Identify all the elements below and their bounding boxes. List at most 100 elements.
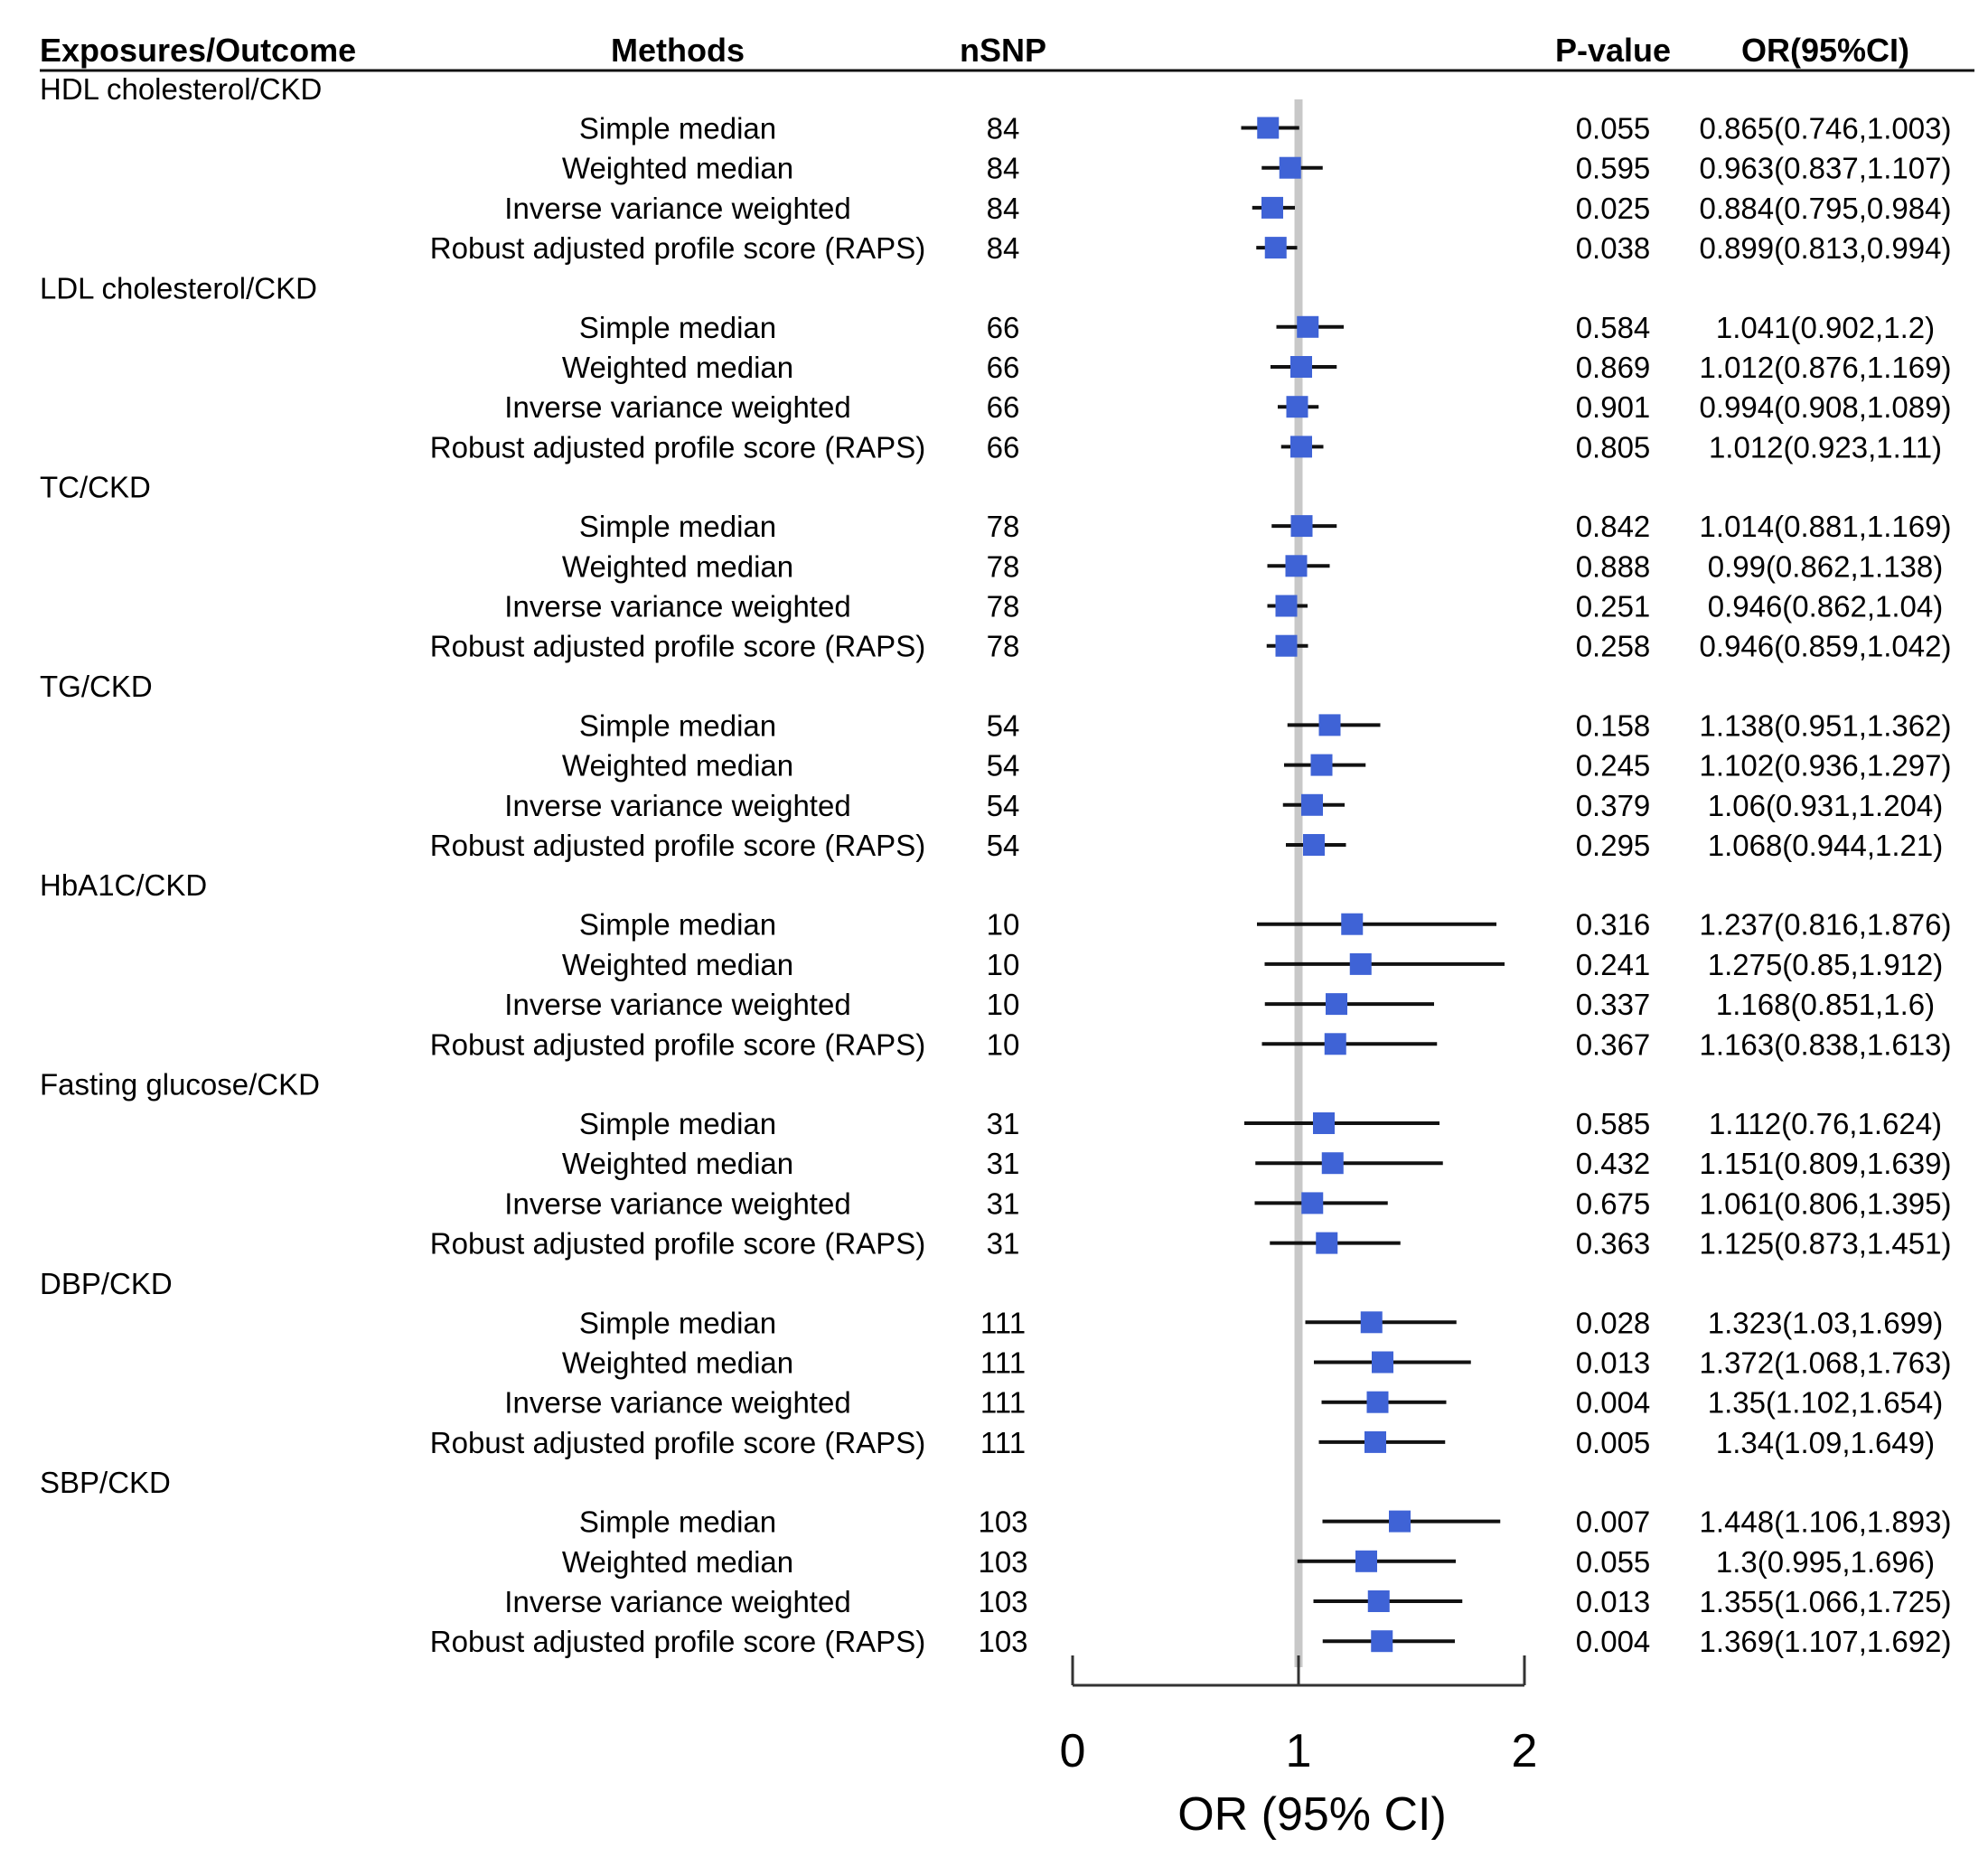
method-label: Inverse variance weighted bbox=[504, 1186, 850, 1220]
or-point bbox=[1261, 196, 1283, 219]
method-label: Inverse variance weighted bbox=[504, 590, 850, 624]
or-ci-text: 1.012(0.923,1.11) bbox=[1709, 430, 1942, 464]
or-point bbox=[1366, 1391, 1389, 1413]
or-ci-text: 1.168(0.851,1.6) bbox=[1716, 988, 1935, 1021]
or-ci-text: 0.865(0.746,1.003) bbox=[1700, 112, 1952, 145]
p-value: 0.584 bbox=[1576, 311, 1651, 344]
header-exposure: Exposures/Outcome bbox=[40, 32, 356, 69]
or-ci-text: 1.061(0.806,1.395) bbox=[1700, 1186, 1952, 1220]
or-point bbox=[1290, 356, 1312, 378]
method-label: Robust adjusted profile score (RAPS) bbox=[430, 430, 925, 464]
or-ci-text: 1.369(1.107,1.692) bbox=[1700, 1625, 1952, 1658]
p-value: 0.363 bbox=[1576, 1227, 1651, 1261]
or-ci-text: 1.448(1.106,1.893) bbox=[1700, 1505, 1952, 1539]
nsnp-value: 54 bbox=[987, 829, 1020, 862]
p-value: 0.005 bbox=[1576, 1426, 1651, 1459]
method-label: Weighted median bbox=[562, 351, 793, 384]
or-ci-text: 0.946(0.859,1.042) bbox=[1700, 630, 1952, 663]
or-ci-text: 1.355(1.066,1.725) bbox=[1700, 1585, 1952, 1618]
method-label: Inverse variance weighted bbox=[504, 988, 850, 1021]
or-ci-text: 1.163(0.838,1.613) bbox=[1700, 1027, 1952, 1061]
group-block: Fasting glucose/CKD Simple median 31 0.585 1… bbox=[40, 1068, 1951, 1261]
or-point bbox=[1341, 913, 1364, 935]
p-value: 0.585 bbox=[1576, 1107, 1651, 1140]
nsnp-value: 111 bbox=[980, 1386, 1026, 1420]
nsnp-value: 10 bbox=[987, 908, 1020, 942]
method-label: Robust adjusted profile score (RAPS) bbox=[430, 231, 925, 265]
nsnp-value: 84 bbox=[987, 192, 1020, 225]
or-ci-text: 1.151(0.809,1.639) bbox=[1700, 1147, 1952, 1180]
method-label: Inverse variance weighted bbox=[504, 1585, 850, 1618]
group-label: HbA1C/CKD bbox=[40, 868, 207, 902]
nsnp-value: 103 bbox=[978, 1625, 1027, 1658]
or-ci-text: 1.34(1.09,1.649) bbox=[1716, 1426, 1935, 1459]
nsnp-value: 66 bbox=[987, 311, 1020, 344]
x-tick-label-0: 0 bbox=[1060, 1725, 1086, 1777]
p-value: 0.805 bbox=[1576, 430, 1651, 464]
nsnp-value: 31 bbox=[987, 1186, 1020, 1220]
or-point bbox=[1355, 1550, 1377, 1572]
method-label: Robust adjusted profile score (RAPS) bbox=[430, 1625, 925, 1658]
or-point bbox=[1372, 1351, 1393, 1374]
group-block: DBP/CKD Simple median 111 0.028 1.323(1.03,1… bbox=[40, 1267, 1951, 1459]
or-point bbox=[1324, 1033, 1346, 1055]
or-point bbox=[1326, 993, 1347, 1016]
or-point bbox=[1297, 315, 1319, 338]
or-point bbox=[1316, 1232, 1338, 1254]
or-ci-text: 0.884(0.795,0.984) bbox=[1700, 192, 1952, 225]
group-label: DBP/CKD bbox=[40, 1267, 173, 1300]
method-label: Simple median bbox=[579, 1505, 776, 1539]
nsnp-value: 84 bbox=[987, 112, 1020, 145]
or-ci-text: 0.946(0.862,1.04) bbox=[1708, 590, 1944, 624]
group-block: HDL cholesterol/CKD Simple median 84 0.055 0… bbox=[40, 72, 1951, 265]
or-point bbox=[1367, 1590, 1390, 1612]
method-label: Weighted median bbox=[562, 549, 793, 583]
or-point bbox=[1364, 1430, 1386, 1453]
or-ci-text: 1.138(0.951,1.362) bbox=[1700, 708, 1952, 742]
or-point bbox=[1318, 714, 1341, 736]
group-block: SBP/CKD Simple median 103 0.007 1.448(1.106,… bbox=[40, 1466, 1951, 1658]
method-label: Inverse variance weighted bbox=[504, 1386, 850, 1420]
group-label: HDL cholesterol/CKD bbox=[40, 72, 322, 106]
or-ci-text: 1.012(0.876,1.169) bbox=[1700, 351, 1952, 384]
or-point bbox=[1360, 1311, 1383, 1334]
or-point bbox=[1286, 396, 1308, 418]
or-point bbox=[1285, 555, 1308, 577]
method-label: Simple median bbox=[579, 1107, 776, 1140]
or-ci-text: 1.372(1.068,1.763) bbox=[1700, 1346, 1952, 1380]
nsnp-value: 10 bbox=[987, 1027, 1020, 1061]
method-label: Weighted median bbox=[562, 1147, 793, 1180]
method-label: Robust adjusted profile score (RAPS) bbox=[430, 1227, 925, 1261]
or-ci-text: 1.014(0.881,1.169) bbox=[1700, 510, 1952, 543]
or-point bbox=[1303, 834, 1325, 856]
header-methods: Methods bbox=[611, 32, 745, 69]
or-ci-text: 1.323(1.03,1.699) bbox=[1708, 1306, 1944, 1339]
p-value: 0.869 bbox=[1576, 351, 1651, 384]
or-point bbox=[1310, 754, 1333, 776]
method-label: Weighted median bbox=[562, 749, 793, 783]
nsnp-value: 78 bbox=[987, 630, 1020, 663]
nsnp-value: 31 bbox=[987, 1107, 1020, 1140]
or-point bbox=[1321, 1152, 1344, 1175]
method-label: Simple median bbox=[579, 908, 776, 942]
nsnp-value: 66 bbox=[987, 390, 1020, 424]
method-label: Weighted median bbox=[562, 1346, 793, 1380]
p-value: 0.888 bbox=[1576, 549, 1651, 583]
x-axis-label: OR (95% CI) bbox=[1177, 1788, 1447, 1841]
p-value: 0.258 bbox=[1576, 630, 1651, 663]
or-point bbox=[1264, 237, 1287, 259]
nsnp-value: 111 bbox=[980, 1346, 1026, 1380]
or-point bbox=[1301, 793, 1323, 816]
method-label: Inverse variance weighted bbox=[504, 789, 850, 822]
forest-rows: HDL cholesterol/CKD Simple median 84 0.055 0… bbox=[40, 72, 1951, 1658]
or-point bbox=[1257, 117, 1280, 139]
or-point bbox=[1290, 436, 1312, 458]
nsnp-value: 84 bbox=[987, 231, 1020, 265]
nsnp-value: 78 bbox=[987, 590, 1020, 624]
method-label: Robust adjusted profile score (RAPS) bbox=[430, 1027, 925, 1061]
header-nsnp: nSNP bbox=[960, 32, 1046, 69]
p-value: 0.295 bbox=[1576, 829, 1651, 862]
or-ci-text: 0.99(0.862,1.138) bbox=[1708, 549, 1944, 583]
or-point bbox=[1279, 156, 1301, 179]
